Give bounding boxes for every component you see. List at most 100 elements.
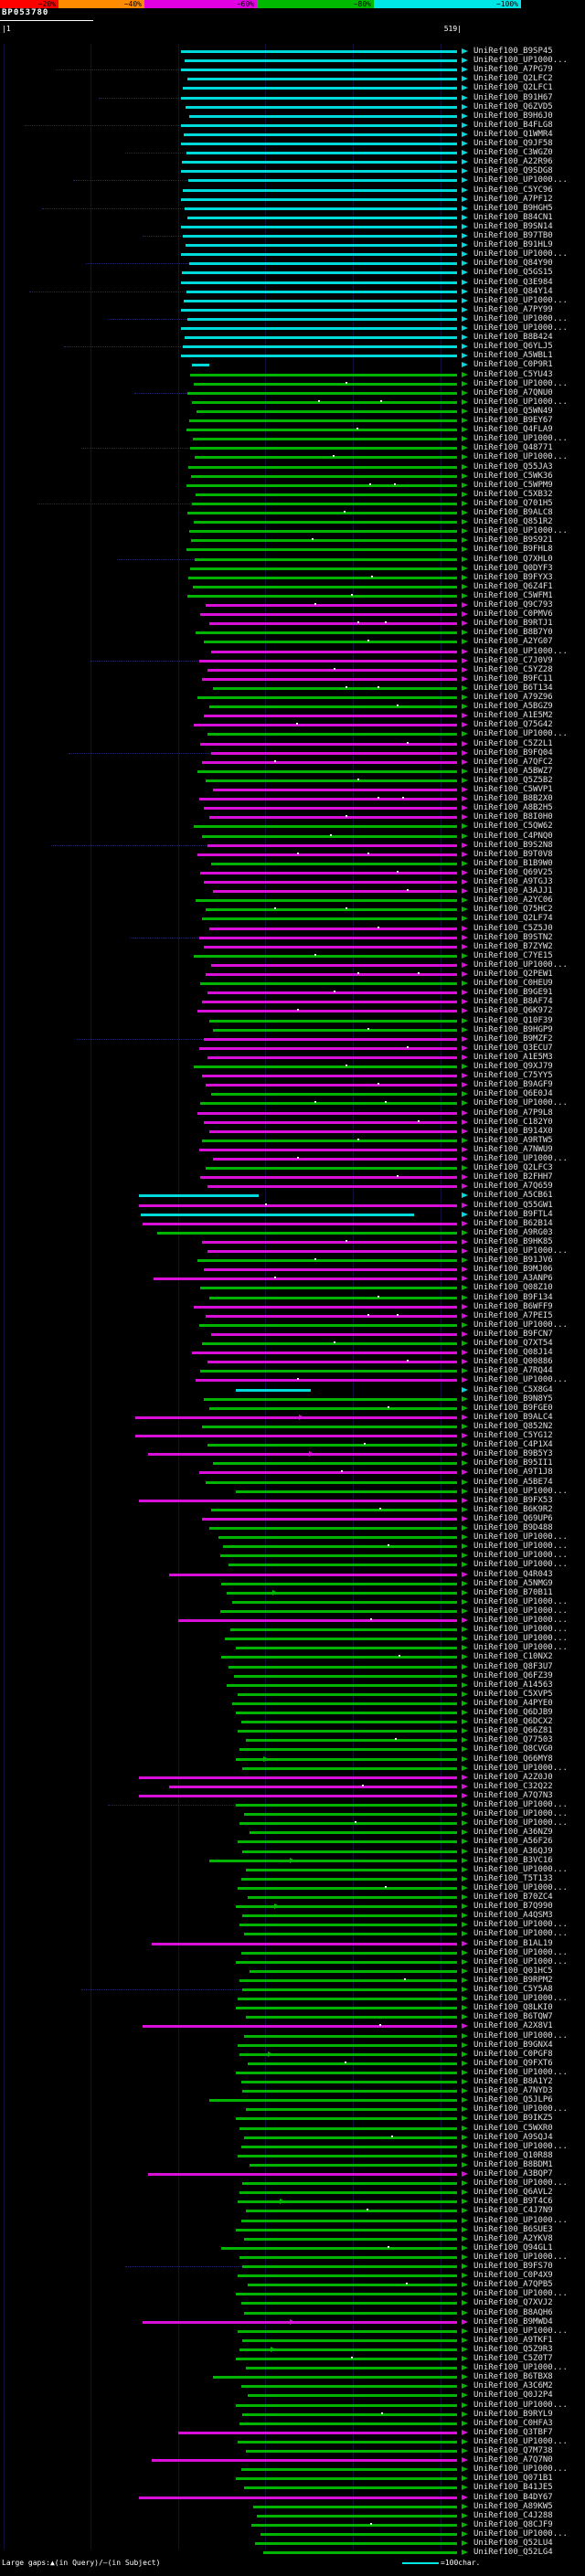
- hit-bar[interactable]: [240, 2302, 457, 2306]
- hit-label[interactable]: UniRef100_B41JE5: [473, 2483, 553, 2493]
- hit-bar[interactable]: [193, 382, 457, 386]
- hit-label[interactable]: UniRef100_Q01HC5: [473, 1966, 553, 1976]
- hit-bar[interactable]: [189, 530, 457, 534]
- hit-bar[interactable]: [229, 1564, 457, 1567]
- hit-label[interactable]: UniRef100_UP1000...: [473, 2400, 568, 2410]
- hit-label[interactable]: UniRef100_A9RTW5: [473, 1135, 553, 1145]
- hit-bar[interactable]: [197, 769, 457, 773]
- hit-bar[interactable]: [188, 465, 457, 469]
- hit-bar[interactable]: [240, 1877, 457, 1881]
- hit-bar[interactable]: [209, 816, 457, 820]
- hit-bar[interactable]: [207, 668, 457, 672]
- hit-bar[interactable]: [204, 1037, 457, 1041]
- hit-label[interactable]: UniRef100_A14563: [473, 1680, 553, 1690]
- hit-label[interactable]: UniRef100_Q9FXT6: [473, 2058, 553, 2068]
- hit-label[interactable]: UniRef100_A5BE74: [473, 1477, 553, 1487]
- hit-label[interactable]: UniRef100_A2X8V1: [473, 2021, 553, 2031]
- hit-bar[interactable]: [240, 1721, 457, 1724]
- hit-bar[interactable]: [210, 1332, 457, 1336]
- hit-label[interactable]: UniRef100_Q66Z81: [473, 1726, 553, 1736]
- hit-bar[interactable]: [237, 2043, 457, 2047]
- hit-label[interactable]: UniRef100_Q071B1: [473, 2474, 553, 2484]
- hit-bar[interactable]: [246, 1868, 457, 1871]
- hit-bar[interactable]: [192, 438, 457, 441]
- hit-label[interactable]: UniRef100_Q8LKI0: [473, 2003, 553, 2013]
- hit-label[interactable]: UniRef100_UP1000...: [473, 2252, 568, 2262]
- hit-label[interactable]: UniRef100_B9HK85: [473, 1236, 553, 1246]
- hit-bar[interactable]: [235, 1647, 457, 1650]
- hit-bar[interactable]: [237, 2329, 457, 2333]
- hit-bar[interactable]: [193, 724, 457, 727]
- hit-label[interactable]: UniRef100_UP1000...: [473, 1920, 568, 1930]
- hit-bar[interactable]: [263, 2551, 457, 2555]
- hit-bar[interactable]: [246, 2016, 457, 2019]
- hit-label[interactable]: UniRef100_UP1000...: [473, 1763, 568, 1773]
- hit-bar[interactable]: [186, 429, 457, 432]
- hit-bar[interactable]: [177, 2431, 457, 2434]
- hit-label[interactable]: UniRef100_Q00886: [473, 1357, 553, 1367]
- hit-bar[interactable]: [190, 373, 457, 376]
- hit-label[interactable]: UniRef100_Q77503: [473, 1735, 553, 1745]
- hit-bar[interactable]: [240, 2081, 457, 2083]
- hit-bar[interactable]: [209, 1129, 457, 1133]
- hit-bar[interactable]: [235, 1388, 311, 1392]
- hit-bar[interactable]: [237, 1998, 457, 2001]
- hit-bar[interactable]: [212, 1462, 457, 1466]
- hit-bar[interactable]: [244, 2034, 457, 2038]
- hit-bar[interactable]: [235, 1712, 457, 1714]
- hit-bar[interactable]: [207, 1250, 457, 1253]
- hit-label[interactable]: UniRef100_A7RQ44: [473, 1366, 553, 1376]
- hit-bar[interactable]: [235, 1804, 457, 1807]
- hit-bar[interactable]: [186, 105, 457, 109]
- hit-label[interactable]: UniRef100_Q7XVJ2: [473, 2298, 553, 2308]
- hit-bar[interactable]: [250, 1969, 457, 1973]
- hit-label[interactable]: UniRef100_Q3E984: [473, 277, 553, 287]
- hit-bar[interactable]: [209, 705, 457, 709]
- hit-bar[interactable]: [239, 1924, 457, 1927]
- hit-bar[interactable]: [206, 1314, 457, 1318]
- hit-bar[interactable]: [138, 1194, 259, 1198]
- hit-bar[interactable]: [207, 843, 457, 847]
- hit-label[interactable]: UniRef100_B9SN14: [473, 221, 553, 231]
- hit-bar[interactable]: [198, 1046, 457, 1050]
- hit-label[interactable]: UniRef100_A79Z96: [473, 693, 553, 702]
- hit-bar[interactable]: [242, 2338, 457, 2342]
- hit-label[interactable]: UniRef100_UP1000...: [473, 2436, 568, 2446]
- hit-bar[interactable]: [239, 2348, 457, 2351]
- hit-bar[interactable]: [240, 2219, 457, 2222]
- hit-bar[interactable]: [169, 1573, 457, 1576]
- hit-bar[interactable]: [190, 539, 457, 543]
- hit-label[interactable]: UniRef100_UP1000...: [473, 2067, 568, 2077]
- hit-label[interactable]: UniRef100_UP1000...: [473, 1818, 568, 1829]
- hit-label[interactable]: UniRef100_UP1000...: [473, 1560, 568, 1570]
- hit-label[interactable]: UniRef100_Q9JF58: [473, 139, 553, 148]
- hit-bar[interactable]: [204, 1268, 457, 1272]
- hit-label[interactable]: UniRef100_Q852N2: [473, 1421, 553, 1431]
- hit-bar[interactable]: [181, 143, 457, 145]
- hit-bar[interactable]: [221, 1656, 457, 1659]
- hit-bar[interactable]: [235, 2358, 457, 2360]
- hit-bar[interactable]: [235, 2403, 457, 2407]
- hit-bar[interactable]: [195, 899, 457, 903]
- hit-bar[interactable]: [207, 1185, 457, 1189]
- hit-label[interactable]: UniRef100_B9D488: [473, 1523, 553, 1532]
- hit-label[interactable]: UniRef100_C5WVP1: [473, 785, 553, 794]
- hit-label[interactable]: UniRef100_Q75HC2: [473, 905, 553, 915]
- hit-bar[interactable]: [138, 2496, 457, 2499]
- hit-label[interactable]: UniRef100_B4FLG8: [473, 120, 553, 130]
- hit-bar[interactable]: [202, 1139, 457, 1142]
- hit-bar[interactable]: [235, 2477, 457, 2481]
- hit-bar[interactable]: [193, 954, 457, 958]
- hit-label[interactable]: UniRef100_Q5WN49: [473, 406, 553, 416]
- hit-label[interactable]: UniRef100_A7QFC2: [473, 757, 553, 767]
- hit-label[interactable]: UniRef100_UP1000...: [473, 2030, 568, 2041]
- hit-bar[interactable]: [153, 1277, 457, 1281]
- hit-label[interactable]: UniRef100_A7PEI5: [473, 1310, 553, 1320]
- hit-label[interactable]: UniRef100_C5YZ28: [473, 664, 553, 674]
- hit-bar[interactable]: [235, 1960, 457, 1964]
- hit-label[interactable]: UniRef100_C5Z5J0: [473, 923, 553, 933]
- hit-bar[interactable]: [187, 317, 457, 321]
- hit-label[interactable]: UniRef100_Q84Y14: [473, 286, 553, 296]
- hit-label[interactable]: UniRef100_A7PG79: [473, 65, 553, 75]
- hit-label[interactable]: UniRef100_B8I0H0: [473, 812, 553, 822]
